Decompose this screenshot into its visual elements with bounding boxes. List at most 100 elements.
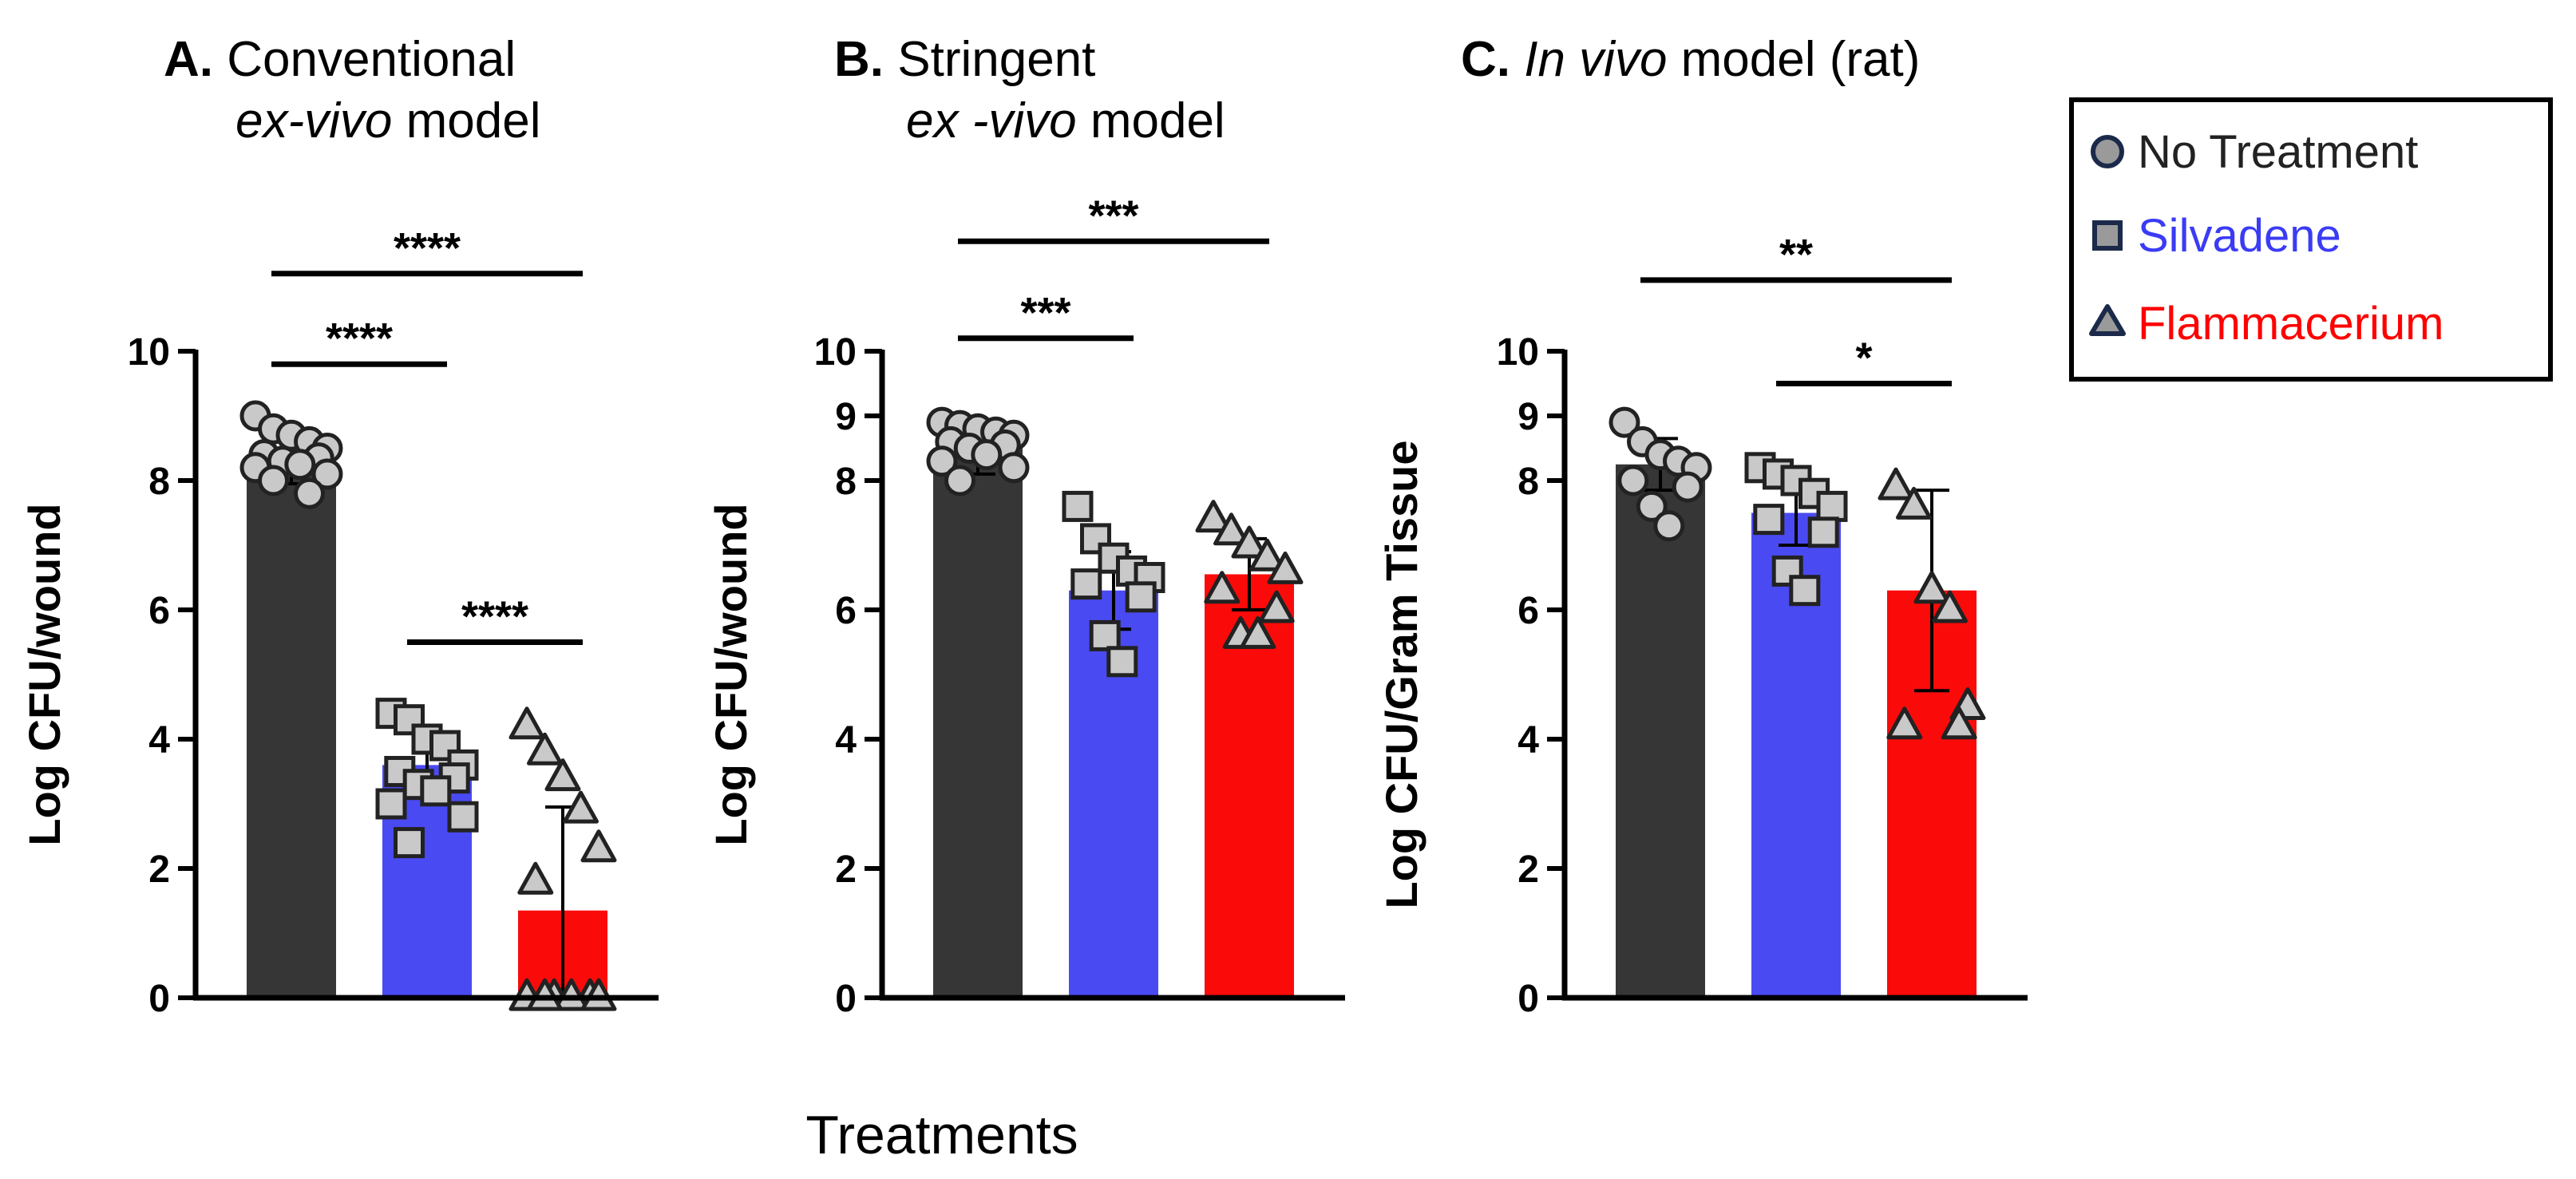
y-tick-label: 2 [1518,849,1539,891]
y-tick-label: 6 [1518,590,1539,632]
y-tick-label: 6 [148,590,170,632]
y-tick-label: 10 [128,331,170,374]
data-point-circle [998,452,1030,484]
data-point-circle [1636,490,1668,522]
y-tick-label: 8 [148,461,170,503]
data-point-square [1106,646,1138,678]
data-point-triangle [580,978,617,1011]
data-point-triangle [1878,467,1914,500]
data-point-circle [1609,406,1640,438]
data-point-square [1080,523,1111,555]
data-point-triangle [1213,512,1249,546]
y-tick-label: 0 [835,978,857,1020]
legend-marker-triangle-icon [2089,304,2126,336]
y-axis-label: Log CFU/wound [706,503,756,845]
data-point-triangle [527,732,563,766]
legend-label-no-treatment: No Treatment [2138,126,2418,178]
panels: A. Conventional ex-vivo model Log CFU/woun… [19,32,2028,1020]
data-point-triangle [1886,706,1923,740]
y-tick-label: 0 [1518,978,1539,1020]
panel-2: C. In vivo model (rat) Log CFU/Gram Tissu… [1376,32,2028,1020]
data-point-triangle [1249,538,1285,572]
data-point-circle [971,439,1003,471]
data-point-triangle [580,829,617,863]
data-point-triangle [563,790,599,824]
data-point-circle [258,465,289,497]
data-point-triangle [508,706,545,740]
data-point-triangle [1913,571,1950,604]
significance-label: **** [326,315,393,362]
data-point-triangle [1932,590,1968,623]
y-tick-label: 4 [1518,719,1539,762]
data-point-triangle [553,978,590,1011]
data-point-triangle [1204,571,1241,604]
significance-label: *** [1088,192,1138,239]
significance-label: **** [394,224,461,272]
legend-label-silvadene: Silvadene [2138,210,2341,262]
data-point-triangle [1941,706,1977,740]
data-point-square [1062,490,1094,522]
bar-0 [1616,464,1705,998]
data-point-circle [926,445,958,477]
panel-title-line2: ex-vivo model [235,93,540,148]
data-point-triangle [1258,590,1295,623]
data-point-triangle [1896,486,1932,520]
panel-title: C. In vivo model (rat) [1461,32,1920,87]
data-point-square [375,788,407,820]
data-point-triangle [527,978,563,1011]
significance-label: * [1855,334,1872,382]
legend-label-flammacerium: Flammacerium [2138,298,2444,350]
legend-marker-circle-icon [2091,135,2124,168]
y-axis-label: Log CFU/wound [19,503,69,845]
significance-label: ** [1779,231,1813,279]
y-tick-label: 2 [835,849,857,891]
data-point-square [1753,504,1785,536]
data-point-circle [1653,510,1685,542]
panel-1: B. Stringent ex -vivo model Log CFU/wound 0… [706,32,1345,1020]
data-point-triangle [1231,525,1268,559]
data-point-square [1125,581,1157,613]
data-point-circle [944,465,975,497]
data-point-triangle [544,758,581,792]
bar-0 [933,448,1023,998]
data-point-triangle [1195,500,1232,533]
data-point-square [1070,568,1102,600]
panel-0: A. Conventional ex-vivo model Log CFU/woun… [19,32,659,1020]
y-tick-label: 4 [148,719,170,762]
panel-title: A. Conventional [164,32,516,87]
y-tick-label: 9 [835,396,857,438]
data-point-triangle [1240,615,1276,649]
y-tick-label: 9 [1518,396,1539,438]
y-tick-label: 8 [835,461,857,503]
legend: No Treatment Silvadene Flammacerium [2069,97,2553,382]
data-point-circle [294,477,325,509]
y-axis-label: Log CFU/Gram Tissue [1376,440,1426,908]
legend-box [2069,97,2553,382]
data-point-circle [1672,471,1703,503]
data-point-square [394,827,425,859]
significance-label: *** [1020,289,1070,337]
data-point-triangle [1267,551,1304,584]
data-point-triangle [517,861,554,895]
data-point-square [1816,490,1848,522]
data-point-square [1089,619,1121,651]
data-point-circle [284,449,316,481]
data-point-circle [1617,465,1649,497]
data-point-circle [311,458,343,490]
panel-title-line2: ex -vivo model [906,93,1225,148]
x-axis-title: Treatments [805,1105,1078,1165]
y-tick-label: 10 [1497,331,1539,374]
y-tick-label: 6 [835,590,857,632]
data-point-square [429,730,461,762]
y-tick-label: 8 [1518,461,1539,503]
significance-label: **** [461,593,528,641]
y-tick-label: 0 [148,978,170,1020]
y-tick-label: 2 [148,849,170,891]
legend-marker-square-icon [2092,220,2123,251]
data-point-square [1789,575,1821,607]
bar-0 [247,461,336,998]
panel-title: B. Stringent [834,32,1095,87]
data-point-square [420,775,452,807]
y-tick-label: 10 [814,331,857,374]
